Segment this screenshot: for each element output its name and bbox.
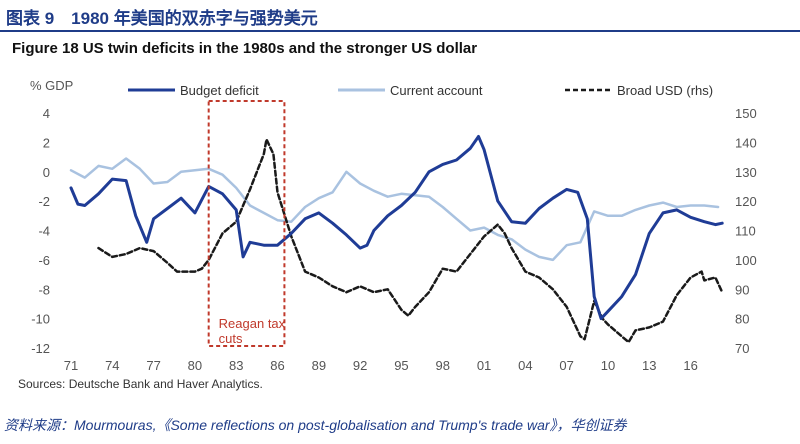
y-tick-label: -6: [38, 253, 50, 268]
x-tick-label: 77: [146, 358, 160, 373]
x-tick-label: 04: [518, 358, 532, 373]
x-tick-label: 10: [601, 358, 615, 373]
x-tick-label: 13: [642, 358, 656, 373]
y2-tick-label: 110: [735, 224, 756, 239]
y-tick-label: -12: [31, 341, 50, 356]
budget-deficit-line: [69, 135, 724, 321]
y2-tick-label: 130: [735, 165, 757, 180]
highlight-layer: Reagan tax cuts: [207, 100, 286, 347]
y-ticks: 4 2 0 -2 -4 -6 -8 -10 -12: [31, 106, 50, 356]
legend-label-budget-deficit: Budget deficit: [180, 83, 259, 98]
y-axis-label: % GDP: [30, 78, 73, 93]
series-layer: [69, 135, 724, 344]
y2-tick-label: 80: [735, 312, 749, 327]
figure-title: 图表 9 1980 年美国的双赤字与强势美元: [6, 9, 318, 28]
x-ticks: 71 74 77 80 83 86 89 92 95 98 01 04 07 10 13 16: [64, 358, 698, 373]
x-tick-label: 71: [64, 358, 78, 373]
title-rule: [0, 30, 800, 32]
x-tick-label: 74: [105, 358, 119, 373]
x-tick-label: 80: [188, 358, 202, 373]
x-tick-label: 95: [394, 358, 408, 373]
y2-tick-label: 100: [735, 253, 757, 268]
y2-tick-label: 70: [735, 341, 749, 356]
y-tick-label: 0: [43, 165, 50, 180]
x-tick-label: 89: [312, 358, 326, 373]
x-tick-label: 01: [477, 358, 491, 373]
y-tick-label: -4: [38, 224, 50, 239]
y-tick-label: 2: [43, 135, 50, 150]
source-note: Sources: Deutsche Bank and Haver Analyti…: [18, 377, 263, 391]
x-tick-label: 16: [683, 358, 697, 373]
y2-tick-label: 150: [735, 106, 757, 121]
source: 资料来源：Mourmouras,《Some reflections on pos…: [4, 417, 627, 433]
y-tick-label: -10: [31, 312, 50, 327]
y2-tick-label: 120: [735, 194, 757, 209]
legend-label-broad-usd: Broad USD (rhs): [617, 83, 713, 98]
legend: Budget deficit Current account Broad USD…: [128, 83, 713, 98]
y-tick-label: -8: [38, 282, 50, 297]
chart-title: Figure 18 US twin deficits in the 1980s …: [12, 40, 478, 57]
x-tick-label: 98: [436, 358, 450, 373]
legend-label-current-account: Current account: [390, 83, 483, 98]
y2-tick-label: 90: [735, 282, 749, 297]
y-tick-label: -2: [38, 194, 50, 209]
y2-tick-label: 140: [735, 135, 757, 150]
highlight-label: Reagan tax cuts: [219, 316, 286, 346]
current-account-line: [69, 157, 720, 262]
y-tick-label: 4: [43, 106, 50, 121]
x-tick-label: 92: [353, 358, 367, 373]
x-tick-label: 86: [270, 358, 284, 373]
y2-ticks: 150 140 130 120 110 100 90 80 70: [735, 106, 757, 356]
broad-usd-line: [97, 138, 724, 344]
highlight-box: [207, 100, 286, 347]
x-tick-label: 07: [559, 358, 573, 373]
x-tick-label: 83: [229, 358, 243, 373]
